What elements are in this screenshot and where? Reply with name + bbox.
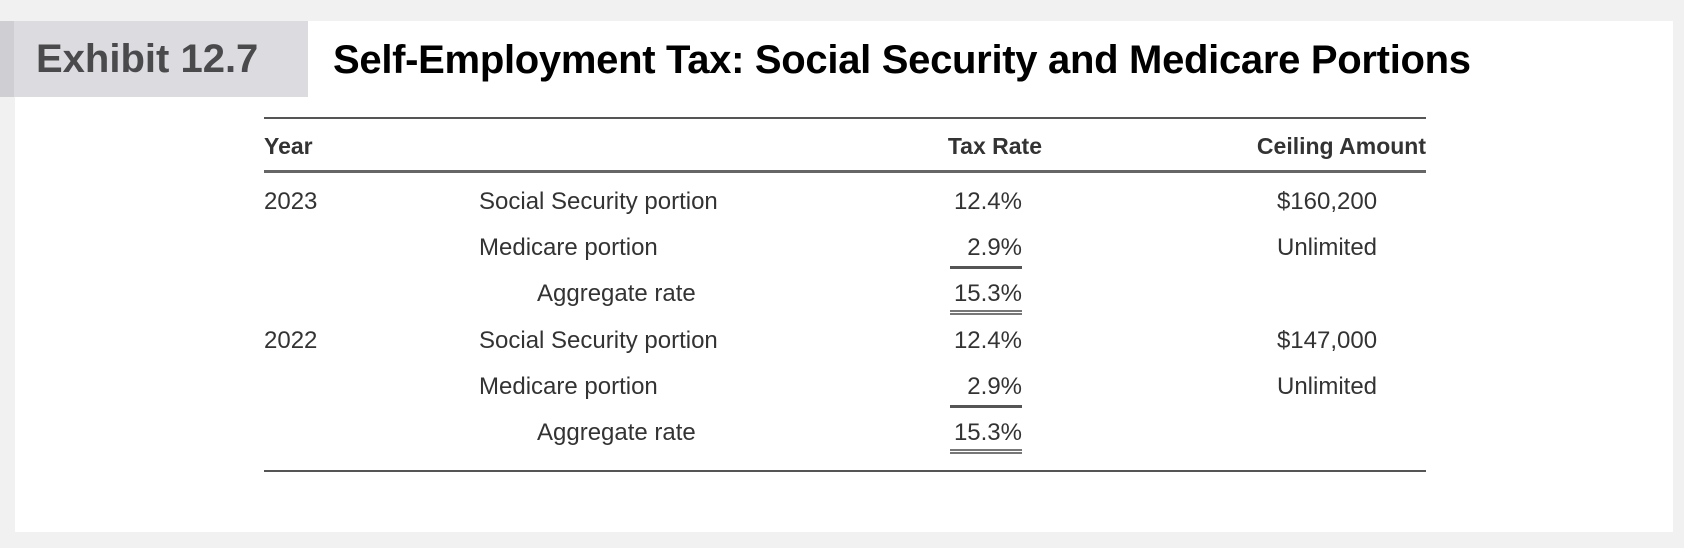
header-tax-rate: Tax Rate [947,133,1042,159]
exhibit-panel [15,21,1673,532]
row-description: Aggregate rate [537,280,696,307]
row-description: Aggregate rate [537,419,696,446]
exhibit-title: Self-Employment Tax: Social Security and… [333,38,1471,82]
row-tax-rate: 2.9% [950,234,1022,269]
row-ceiling: Unlimited [1276,373,1378,400]
header-year: Year [264,133,313,159]
header-ceiling-amount: Ceiling Amount [1256,133,1426,159]
row-ceiling: $147,000 [1276,327,1378,354]
row-description: Social Security portion [479,327,718,354]
row-ceiling: Unlimited [1276,234,1378,261]
row-tax-rate: 12.4% [953,327,1022,354]
exhibit-label-box: Exhibit 12.7 [0,21,308,97]
row-tax-rate: 12.4% [953,188,1022,215]
row-year: 2023 [264,188,318,215]
row-tax-rate: 2.9% [950,373,1022,408]
row-tax-rate-total: 15.3% [950,280,1022,315]
row-tax-rate-total: 15.3% [950,419,1022,454]
row-ceiling: $160,200 [1276,188,1378,215]
row-description: Medicare portion [479,373,658,400]
row-description: Social Security portion [479,188,718,215]
row-year: 2022 [264,327,318,354]
row-description: Medicare portion [479,234,658,261]
table-bottom-rule [264,470,1426,472]
table-top-rule [264,117,1426,119]
exhibit-label: Exhibit 12.7 [36,37,259,81]
header-rule [264,170,1426,173]
